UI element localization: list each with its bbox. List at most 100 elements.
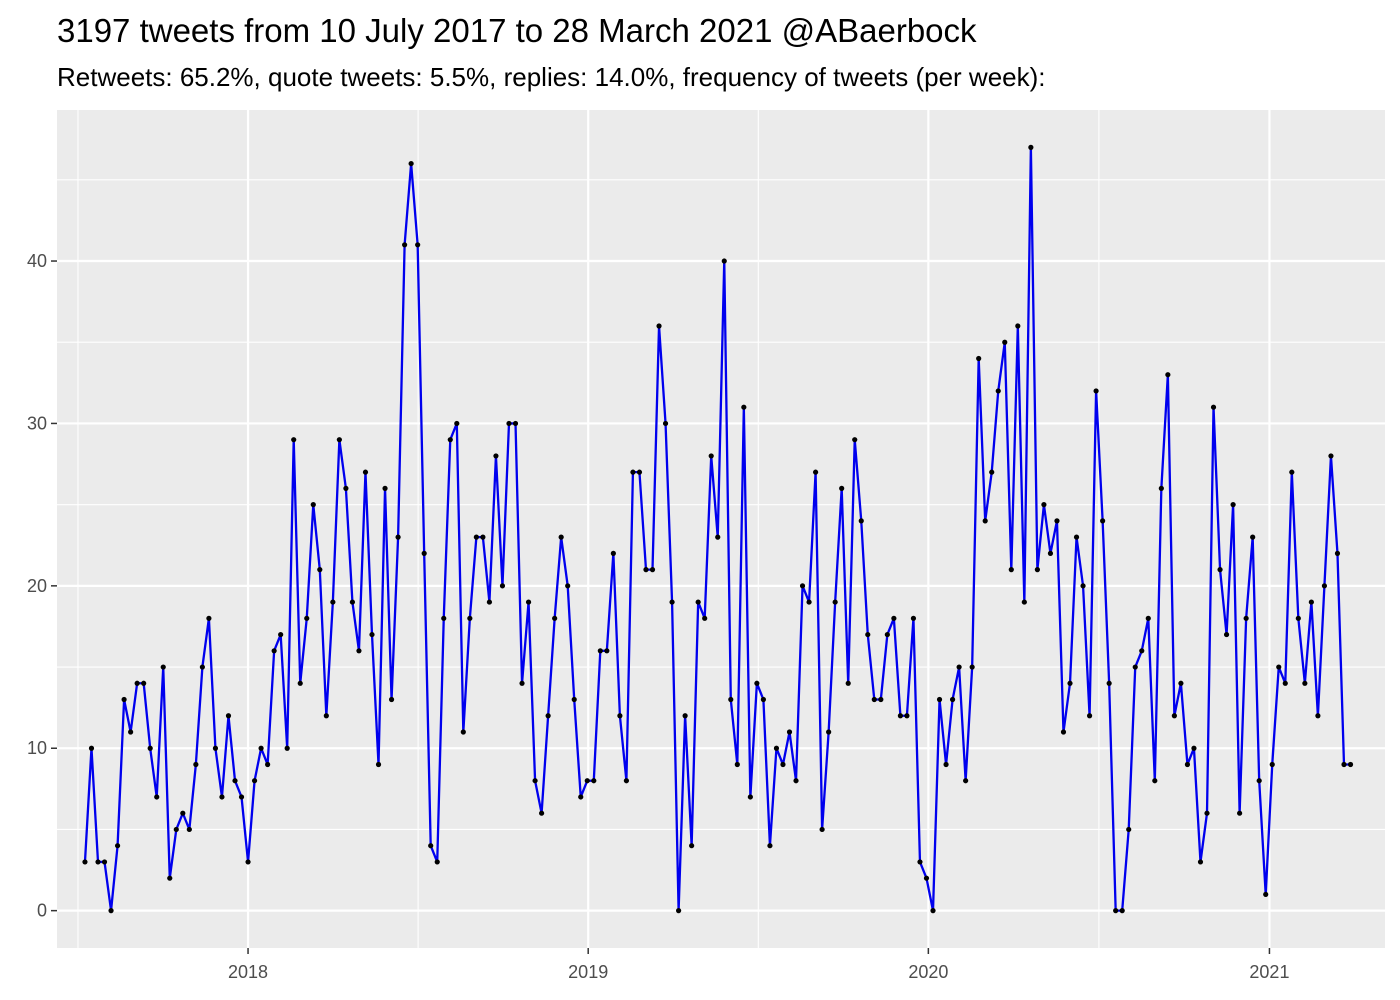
data-point <box>930 908 936 914</box>
data-point <box>1145 615 1151 621</box>
data-point <box>304 615 310 621</box>
data-point <box>82 859 88 865</box>
data-point <box>1197 859 1204 865</box>
data-point <box>545 713 551 719</box>
data-point <box>754 680 760 686</box>
data-point <box>1015 323 1021 329</box>
data-point <box>154 794 160 800</box>
data-point <box>1276 664 1282 670</box>
data-point <box>310 502 316 508</box>
data-point <box>669 599 675 605</box>
data-point <box>643 567 649 573</box>
data-point <box>845 680 851 686</box>
data-point <box>943 761 949 768</box>
data-point <box>336 437 342 443</box>
data-point <box>839 485 845 491</box>
data-point <box>591 778 597 784</box>
data-point <box>186 826 192 833</box>
data-point <box>415 242 421 248</box>
data-point <box>799 583 806 589</box>
data-point <box>356 648 362 654</box>
data-point <box>1126 826 1132 833</box>
data-point <box>917 859 923 865</box>
data-point <box>949 696 956 703</box>
data-point <box>976 355 982 362</box>
data-point <box>278 631 284 638</box>
data-point <box>1086 713 1093 719</box>
data-point <box>1106 680 1112 686</box>
data-point <box>291 437 297 443</box>
data-point <box>1047 550 1054 556</box>
data-point <box>114 843 121 849</box>
data-point <box>251 778 258 784</box>
data-point <box>1210 404 1217 410</box>
data-point <box>1308 599 1314 605</box>
data-point <box>1243 615 1249 621</box>
data-point <box>747 794 753 800</box>
data-point <box>447 437 453 443</box>
data-point <box>656 323 662 329</box>
data-point <box>258 745 264 751</box>
data-point <box>1315 713 1321 719</box>
data-point <box>936 696 943 703</box>
data-point <box>695 599 701 605</box>
data-point <box>760 696 767 703</box>
data-point <box>88 745 95 751</box>
data-point <box>1263 891 1269 898</box>
data-point <box>1041 502 1047 508</box>
data-point <box>1067 680 1073 686</box>
data-point <box>610 550 616 556</box>
data-point <box>832 599 838 605</box>
data-point <box>343 485 349 491</box>
data-point <box>649 567 656 573</box>
data-point <box>1113 908 1119 914</box>
data-point <box>773 745 780 751</box>
data-point <box>897 713 904 719</box>
data-point <box>702 615 708 621</box>
data-point <box>506 420 512 427</box>
data-point <box>858 518 864 524</box>
grid-minor <box>57 110 1385 948</box>
data-point <box>1080 583 1086 589</box>
data-point <box>284 745 290 751</box>
chart-title: 3197 tweets from 10 July 2017 to 28 Marc… <box>57 12 977 49</box>
data-point <box>402 242 408 248</box>
x-tick-label: 2018 <box>228 962 268 982</box>
data-point <box>1171 713 1177 719</box>
data-point <box>473 534 479 540</box>
data-point <box>454 420 460 427</box>
data-point <box>193 761 199 768</box>
data-point <box>1119 908 1125 914</box>
y-tick-label: 40 <box>27 251 47 271</box>
data-point <box>349 599 356 605</box>
data-point <box>636 469 643 475</box>
data-point <box>689 843 695 849</box>
data-point <box>676 908 682 914</box>
data-point <box>121 696 127 703</box>
data-point <box>219 794 225 800</box>
data-point <box>180 810 186 816</box>
data-point <box>826 729 832 735</box>
data-point <box>1341 761 1347 768</box>
data-point <box>734 761 740 768</box>
data-point <box>989 469 995 475</box>
data-point <box>539 810 545 816</box>
data-point <box>369 631 375 638</box>
data-point <box>865 631 871 638</box>
data-point <box>584 778 590 784</box>
data-point <box>793 778 799 784</box>
data-point <box>421 550 427 556</box>
data-point <box>1054 518 1060 524</box>
data-point <box>434 859 440 865</box>
data-point <box>199 664 205 670</box>
plot-panel <box>57 110 1385 948</box>
data-point <box>265 761 271 768</box>
data-point <box>884 631 890 638</box>
data-point <box>1093 388 1099 394</box>
data-point <box>1165 372 1171 378</box>
data-point <box>525 599 532 605</box>
data-point <box>1008 567 1014 573</box>
data-point <box>1250 534 1256 540</box>
data-point <box>1178 680 1184 686</box>
